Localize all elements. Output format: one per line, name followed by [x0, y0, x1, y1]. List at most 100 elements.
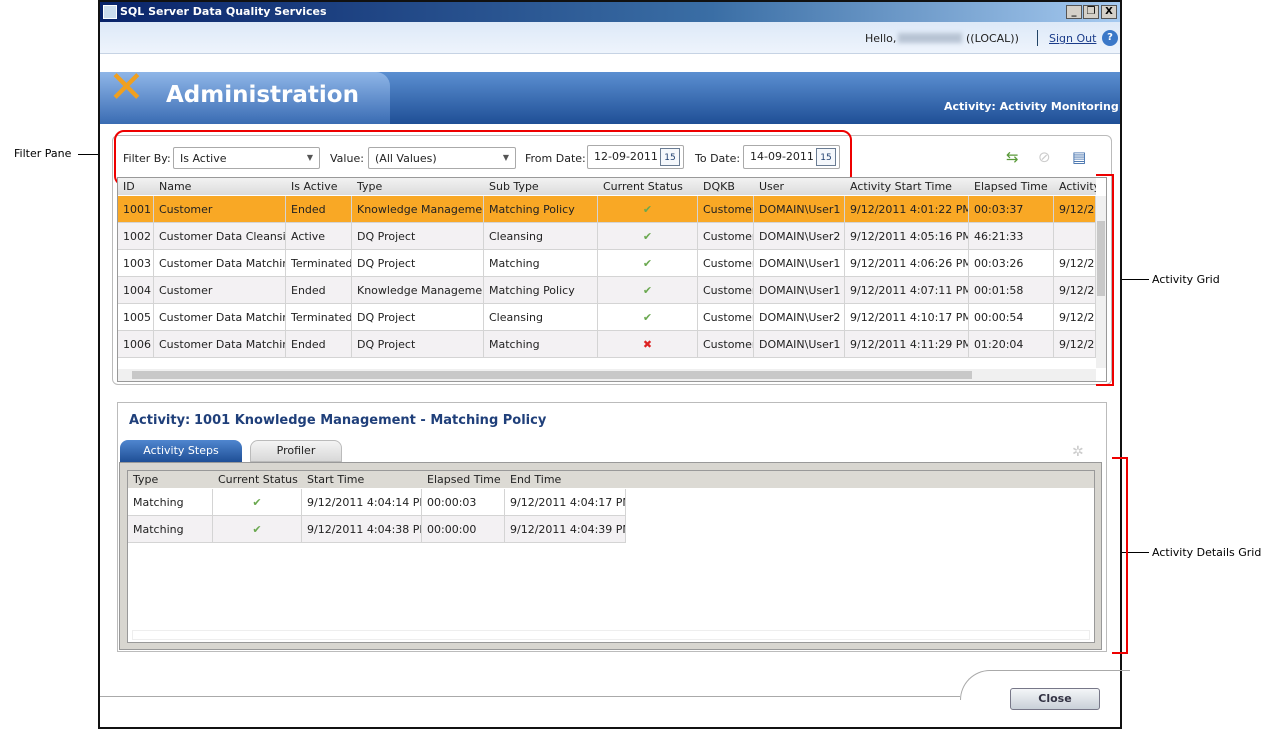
table-cell: Customer Data Matching	[154, 331, 286, 358]
export-icon[interactable]: ▤	[1072, 148, 1087, 166]
details-grid-header: Type Current Status Start Time Elapsed Time…	[128, 471, 1094, 488]
table-row[interactable]: Matching ✔ 9/12/2011 4:04:14 PM 00:00:03 9/1…	[128, 489, 626, 516]
loading-icon: ✲	[1072, 444, 1084, 460]
column-header[interactable]: Activity	[1059, 180, 1096, 193]
table-row[interactable]: 1006 Customer Data Matching Ended DQ Projec…	[118, 331, 1096, 358]
table-cell: 1006	[118, 331, 154, 358]
table-cell: Ended	[286, 196, 352, 223]
table-cell: Knowledge Management	[352, 196, 484, 223]
table-row[interactable]: Matching ✔ 9/12/2011 4:04:38 PM 00:00:00 9/1…	[128, 516, 626, 543]
column-header[interactable]: User	[759, 180, 785, 193]
help-icon[interactable]: ?	[1102, 30, 1118, 46]
page-banner: ✕ Administration Activity: Activity Moni…	[100, 62, 1120, 124]
callout-activity-details-grid: Activity Details Grid	[1152, 546, 1262, 559]
table-cell: 1001	[118, 196, 154, 223]
table-cell: Ended	[286, 331, 352, 358]
table-cell: Customer	[698, 223, 754, 250]
tab-profiler[interactable]: Profiler	[250, 440, 342, 462]
table-row[interactable]: 1003 Customer Data Matching Terminated DQ P…	[118, 250, 1096, 277]
horizontal-scrollbar[interactable]	[118, 369, 1096, 381]
app-window: SQL Server Data Quality Services _ ❐ X H…	[98, 0, 1130, 729]
table-cell: DQ Project	[352, 223, 484, 250]
table-cell: DOMAIN\User2	[754, 304, 845, 331]
table-row[interactable]: 1005 Customer Data Matching Terminated DQ P…	[118, 304, 1096, 331]
value-value: (All Values)	[375, 152, 437, 165]
banner-tab	[100, 72, 390, 124]
column-header[interactable]: Activity Start Time	[850, 180, 952, 193]
table-cell: Matching	[128, 516, 213, 543]
table-cell: DOMAIN\User1	[754, 250, 845, 277]
user-name-blurred	[898, 33, 962, 43]
column-header[interactable]: ID	[123, 180, 135, 193]
table-cell: Terminated	[286, 304, 352, 331]
vertical-scrollbar[interactable]	[1096, 196, 1106, 368]
table-cell: 9/12/2011 4:11:29 PM	[845, 331, 969, 358]
table-cell: Cleansing	[484, 223, 598, 250]
horizontal-scrollbar[interactable]	[132, 630, 1090, 640]
filter-by-value: Is Active	[180, 152, 227, 165]
check-icon: ✔	[598, 223, 698, 250]
details-tab-content: Type Current Status Start Time Elapsed Time…	[119, 462, 1102, 650]
minimize-button[interactable]: _	[1066, 5, 1082, 19]
table-cell: 9/12/20	[1054, 331, 1096, 358]
table-cell: Customer	[698, 196, 754, 223]
activity-title: 1001 Knowledge Management - Matching Pol…	[194, 413, 547, 428]
divider	[1037, 30, 1038, 46]
calendar-icon[interactable]: 15	[816, 148, 836, 166]
table-row[interactable]: 1002 Customer Data Cleansing Active DQ Proj…	[118, 223, 1096, 250]
table-cell: 00:03:37	[969, 196, 1054, 223]
chevron-down-icon: ▼	[306, 153, 313, 162]
calendar-icon[interactable]: 15	[660, 148, 680, 166]
tab-activity-steps[interactable]: Activity Steps	[120, 440, 242, 462]
table-cell: 9/12/2011 4:04:17 PM	[505, 489, 626, 516]
column-header[interactable]: DQKB	[703, 180, 735, 193]
column-header[interactable]: Type	[357, 180, 383, 193]
table-cell: Customer Data Cleansing	[154, 223, 286, 250]
table-cell: 00:00:03	[422, 489, 505, 516]
refresh-icon[interactable]: ⇆	[1006, 148, 1019, 166]
details-grid-highlight	[1112, 457, 1128, 654]
check-icon: ✔	[598, 196, 698, 223]
from-date-input[interactable]: 12-09-2011 15	[587, 145, 684, 169]
table-cell: 1005	[118, 304, 154, 331]
table-cell: 9/12/2011 4:07:11 PM	[845, 277, 969, 304]
table-row[interactable]: 1001 Customer Ended Knowledge Management Mat…	[118, 196, 1096, 223]
table-cell: Customer	[698, 250, 754, 277]
table-cell: 9/12/2011 4:04:38 PM	[302, 516, 422, 543]
table-cell: Ended	[286, 277, 352, 304]
column-header[interactable]: Elapsed Time	[974, 180, 1048, 193]
terminate-icon[interactable]: ⊘	[1038, 148, 1051, 166]
close-button[interactable]: Close	[1010, 688, 1100, 710]
table-row[interactable]: 1004 Customer Ended Knowledge Management Mat…	[118, 277, 1096, 304]
table-cell: 00:00:54	[969, 304, 1054, 331]
column-header[interactable]: Type	[133, 473, 159, 486]
close-window-button[interactable]: X	[1101, 5, 1117, 19]
scroll-thumb[interactable]	[1097, 221, 1105, 296]
to-date-input[interactable]: 14-09-2011 15	[743, 145, 840, 169]
table-cell: Matching Policy	[484, 196, 598, 223]
activity-details-grid: Type Current Status Start Time Elapsed Time…	[127, 470, 1095, 643]
table-cell: 00:03:26	[969, 250, 1054, 277]
restore-button[interactable]: ❐	[1083, 5, 1099, 19]
column-header[interactable]: Sub Type	[489, 180, 539, 193]
column-header[interactable]: Start Time	[307, 473, 365, 486]
check-icon: ✔	[598, 304, 698, 331]
table-cell: Customer	[154, 277, 286, 304]
filter-by-dropdown[interactable]: Is Active ▼	[173, 147, 320, 169]
details-grid-body: Matching ✔ 9/12/2011 4:04:14 PM 00:00:03 9/1…	[128, 489, 1094, 629]
table-cell: DQ Project	[352, 250, 484, 277]
table-cell: 9/12/2011 4:06:26 PM	[845, 250, 969, 277]
table-cell: 9/12/20	[1054, 277, 1096, 304]
column-header[interactable]: Name	[159, 180, 192, 193]
value-dropdown[interactable]: (All Values) ▼	[368, 147, 516, 169]
column-header[interactable]: Current Status	[603, 180, 683, 193]
table-cell: DOMAIN\User1	[754, 331, 845, 358]
column-header[interactable]: End Time	[510, 473, 562, 486]
column-header[interactable]: Elapsed Time	[427, 473, 501, 486]
column-header[interactable]: Is Active	[291, 180, 338, 193]
table-cell: Matching Policy	[484, 277, 598, 304]
value-label: Value:	[330, 152, 364, 165]
scroll-thumb[interactable]	[132, 371, 972, 379]
column-header[interactable]: Current Status	[218, 473, 298, 486]
sign-out-link[interactable]: Sign Out	[1049, 32, 1097, 45]
